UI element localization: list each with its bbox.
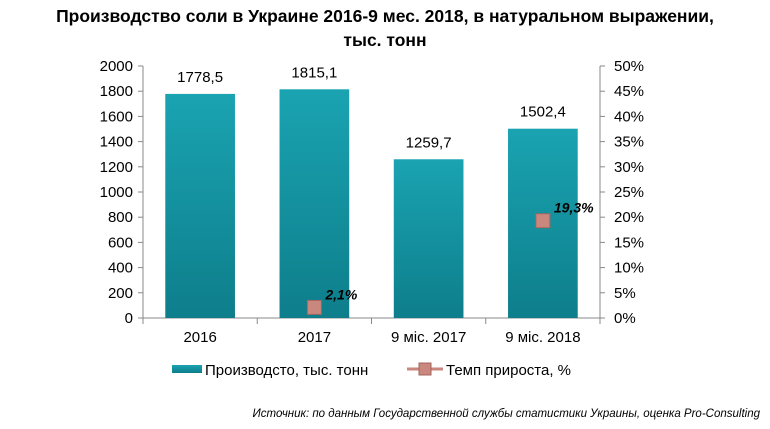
- left-tick-label: 400: [108, 260, 133, 277]
- chart-title-line-2: тыс. тонн: [343, 30, 427, 50]
- left-tick-label: 600: [108, 234, 133, 251]
- right-tick-label: 20%: [614, 209, 644, 226]
- x-tick-label: 9 міс. 2018: [505, 329, 580, 346]
- left-tick-label: 0: [125, 310, 133, 327]
- legend-swatch-bar: [172, 365, 202, 373]
- right-tick-label: 30%: [614, 159, 644, 176]
- legend-label-growth: Темп прироста, %: [446, 362, 571, 379]
- right-tick-label: 45%: [614, 83, 644, 100]
- legend-label-production: Производсто, тыс. тонн: [205, 362, 368, 379]
- left-tick-label: 2000: [100, 58, 133, 75]
- right-tick-label: 0%: [614, 310, 636, 327]
- chart-title-line-1: Производство соли в Украине 2016-9 мес. …: [56, 6, 714, 26]
- right-tick-label: 5%: [614, 285, 636, 302]
- right-tick-label: 15%: [614, 234, 644, 251]
- right-tick-label: 50%: [614, 58, 644, 75]
- legend-swatch-marker: [418, 362, 432, 376]
- left-tick-label: 800: [108, 209, 133, 226]
- bar-value-label: 1259,7: [406, 134, 452, 151]
- bar: [393, 159, 464, 318]
- bar: [165, 93, 235, 318]
- chart-title: Производство соли в Украине 2016-9 мес. …: [0, 4, 770, 52]
- right-tick-label: 25%: [614, 184, 644, 201]
- bar-value-label: 1815,1: [291, 64, 337, 81]
- left-tick-label: 1800: [100, 83, 133, 100]
- right-tick-label: 40%: [614, 108, 644, 125]
- left-tick-label: 1200: [100, 159, 133, 176]
- left-tick-label: 1000: [100, 184, 133, 201]
- source-note: Источник: по данным Государственной служ…: [252, 408, 760, 420]
- bar-value-label: 1502,4: [520, 104, 566, 121]
- x-tick-label: 2016: [183, 329, 216, 346]
- left-tick-label: 1400: [100, 134, 133, 151]
- growth-value-label: 19,3%: [554, 200, 594, 216]
- growth-marker: [306, 299, 322, 315]
- left-tick-label: 1600: [100, 108, 133, 125]
- left-tick-label: 200: [108, 285, 133, 302]
- bar: [279, 89, 350, 319]
- x-tick-label: 9 міс. 2017: [391, 329, 466, 346]
- right-tick-label: 10%: [614, 260, 644, 277]
- x-tick-label: 2017: [298, 329, 331, 346]
- growth-marker: [535, 213, 551, 229]
- growth-value-label: 2,1%: [324, 286, 357, 302]
- bar-value-label: 1778,5: [177, 69, 223, 86]
- right-tick-label: 35%: [614, 134, 644, 151]
